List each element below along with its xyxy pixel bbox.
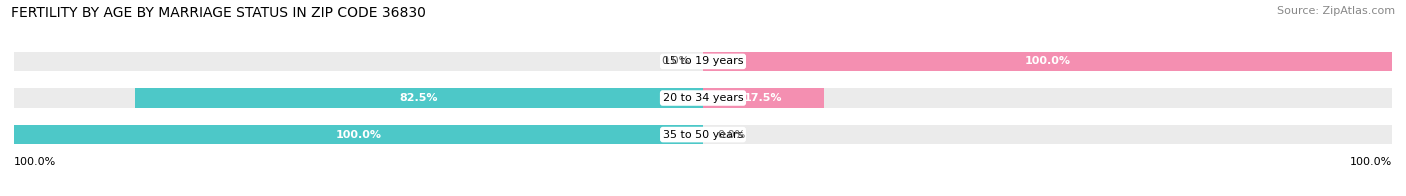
- Text: 100.0%: 100.0%: [14, 157, 56, 167]
- Bar: [14, 52, 1392, 71]
- Text: 100.0%: 100.0%: [1025, 56, 1070, 66]
- Text: 82.5%: 82.5%: [399, 93, 439, 103]
- Text: 15 to 19 years: 15 to 19 years: [662, 56, 744, 66]
- Text: 100.0%: 100.0%: [1350, 157, 1392, 167]
- Bar: [703, 88, 824, 108]
- Bar: [14, 88, 1392, 108]
- Bar: [135, 88, 703, 108]
- Bar: [14, 125, 703, 144]
- Text: 0.0%: 0.0%: [717, 130, 745, 140]
- Text: Source: ZipAtlas.com: Source: ZipAtlas.com: [1277, 6, 1395, 16]
- Text: 20 to 34 years: 20 to 34 years: [662, 93, 744, 103]
- Text: 35 to 50 years: 35 to 50 years: [662, 130, 744, 140]
- Text: 0.0%: 0.0%: [661, 56, 689, 66]
- Bar: [703, 52, 1392, 71]
- Text: FERTILITY BY AGE BY MARRIAGE STATUS IN ZIP CODE 36830: FERTILITY BY AGE BY MARRIAGE STATUS IN Z…: [11, 6, 426, 20]
- Text: 17.5%: 17.5%: [744, 93, 783, 103]
- Bar: [14, 125, 1392, 144]
- Text: 100.0%: 100.0%: [336, 130, 381, 140]
